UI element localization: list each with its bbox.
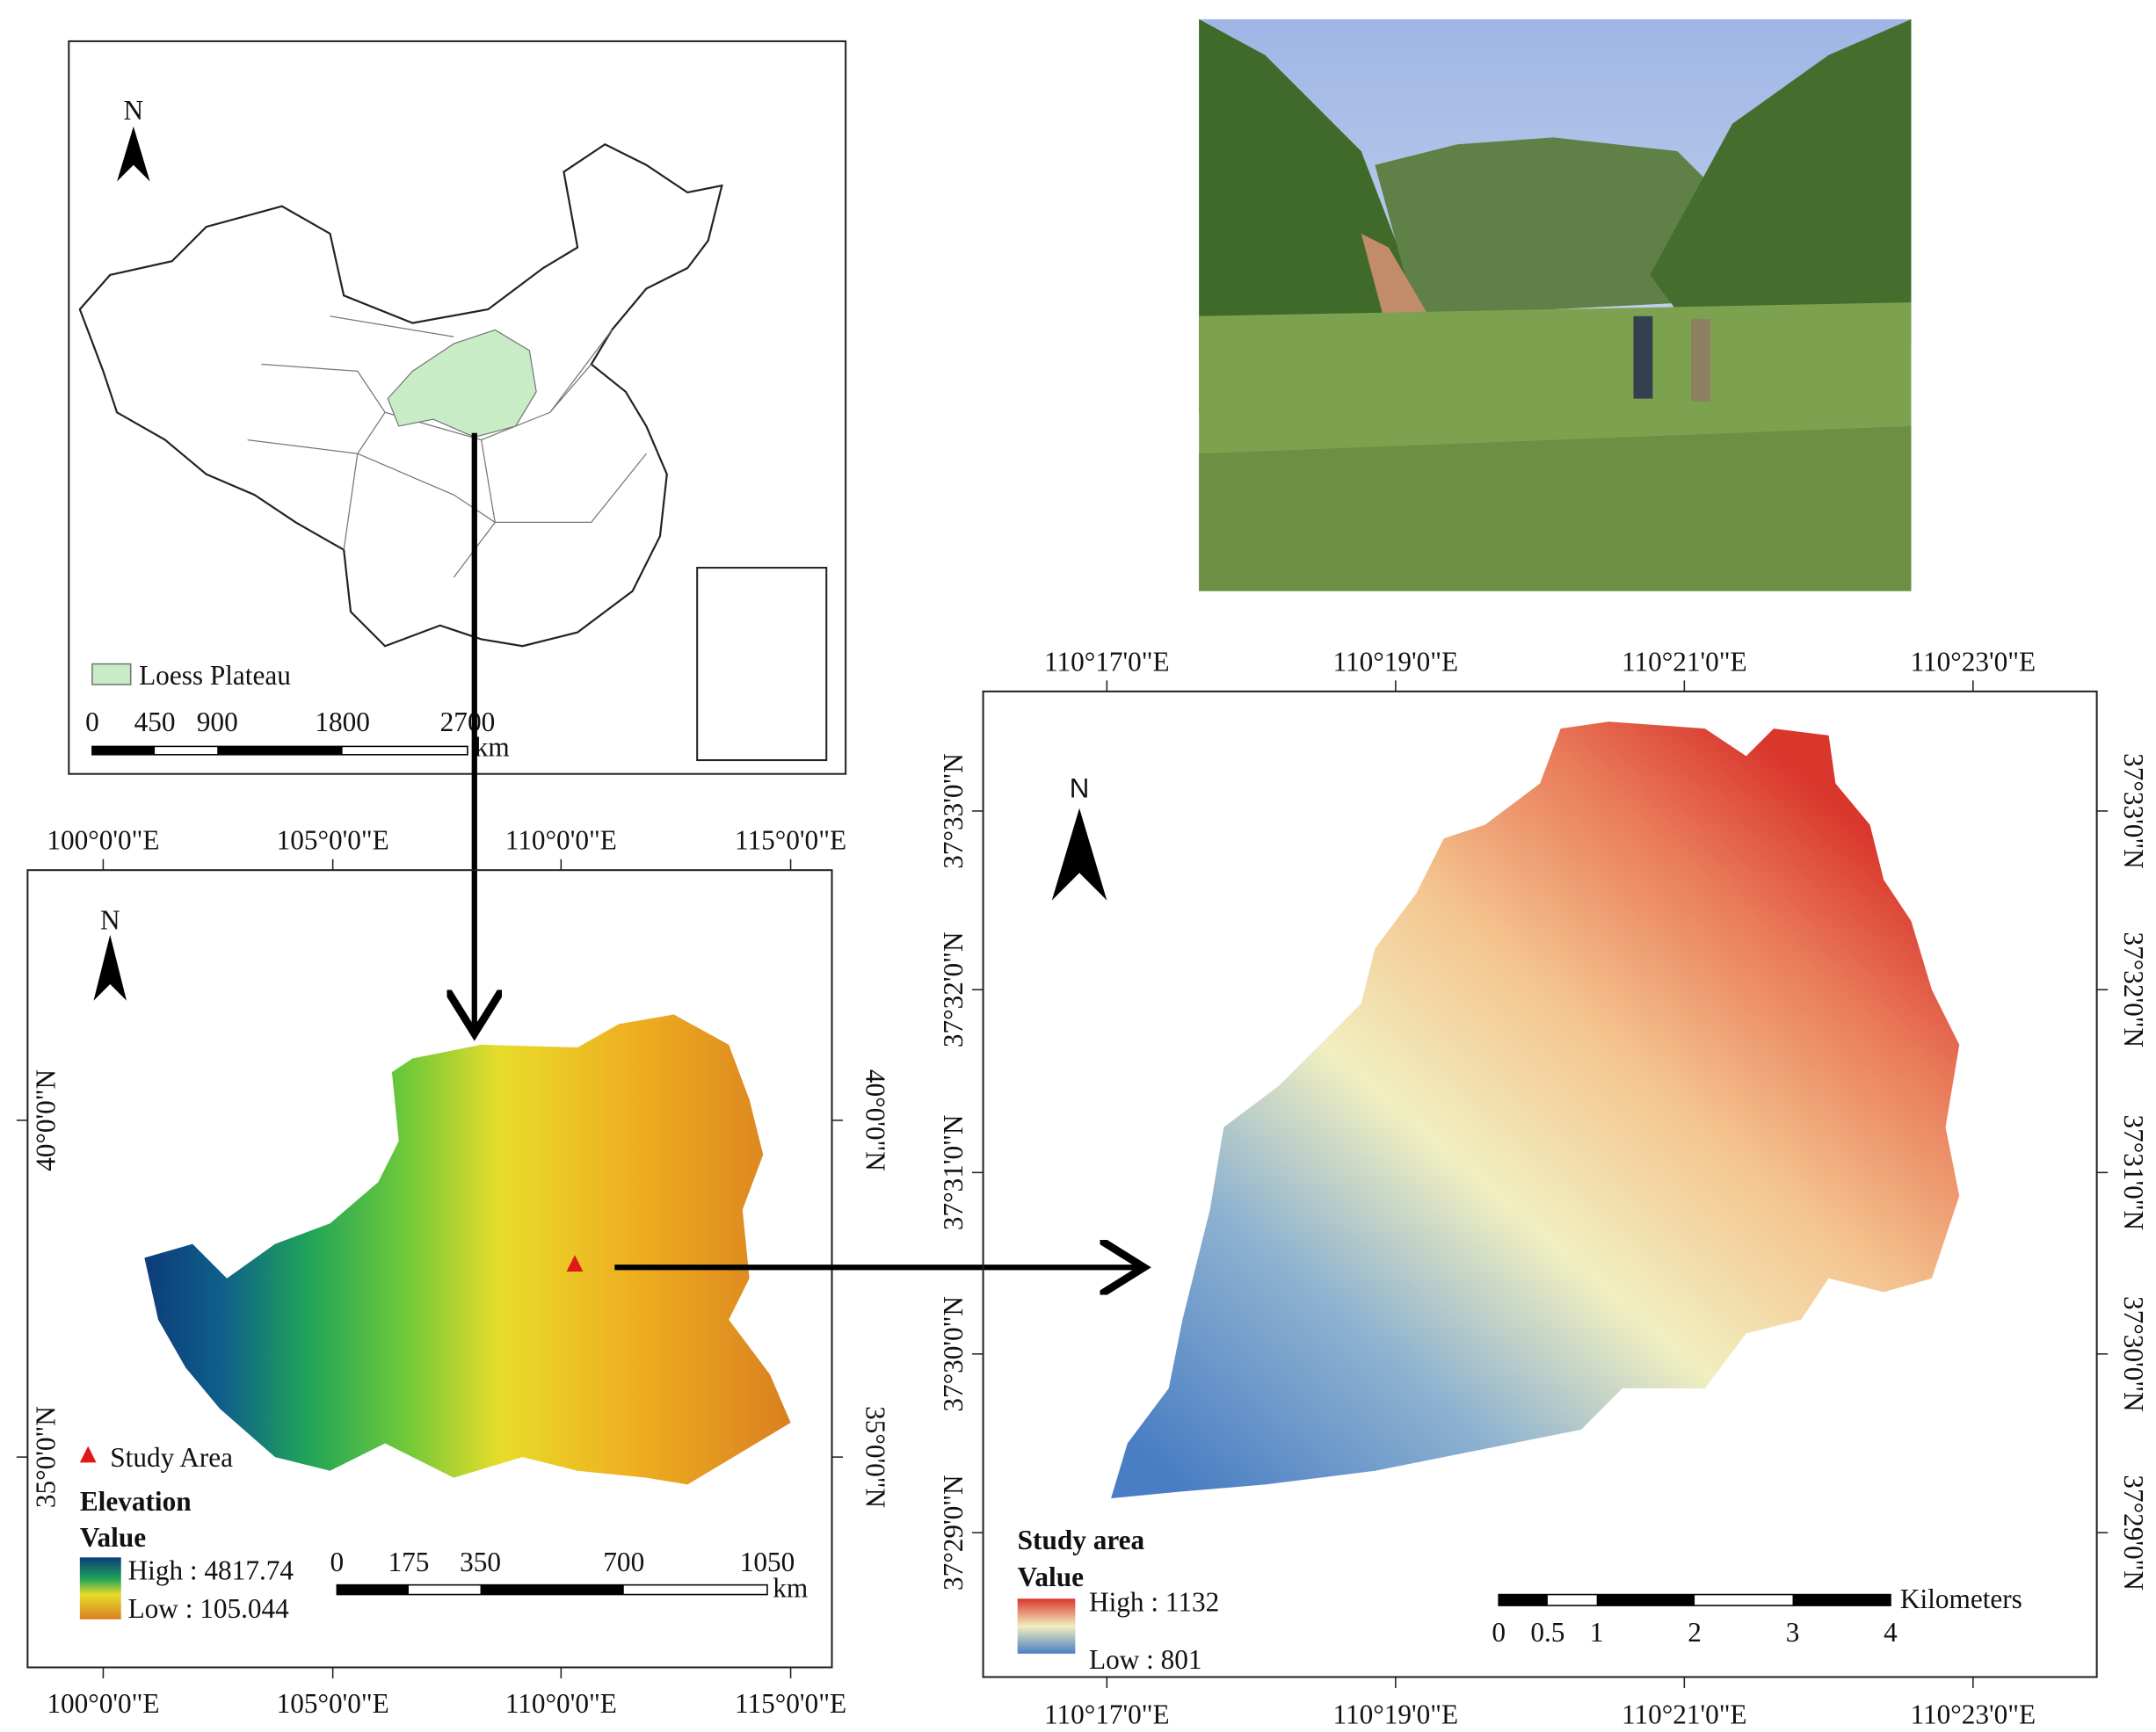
legend-high: High : 1132 <box>1089 1586 1219 1617</box>
scale-label: 0.5 <box>1530 1617 1564 1648</box>
lat-label: 37°32'0"N <box>938 931 969 1047</box>
scale-label: 2700 <box>440 707 496 737</box>
scale-label: 2 <box>1688 1617 1702 1648</box>
lat-label: 37°32'0"N <box>2118 931 2149 1047</box>
lat-label: 37°29'0"N <box>938 1475 969 1591</box>
lat-label: 37°33'0"N <box>938 753 969 869</box>
scale-segment <box>1499 1594 1548 1606</box>
legend-subtitle: Value <box>80 1522 146 1553</box>
study-marker <box>566 1255 584 1272</box>
scale-label: 0 <box>330 1547 345 1577</box>
scale-segment <box>480 1584 624 1595</box>
north-arrow <box>117 126 150 182</box>
lat-label: 37°30'0"N <box>938 1296 969 1412</box>
lon-label: 110°21'0"E <box>1622 1699 1747 1730</box>
lat-label: 35°0'0"N <box>860 1406 891 1508</box>
scale-label: 4 <box>1884 1617 1898 1648</box>
lat-label: 37°31'0"N <box>2118 1115 2149 1231</box>
legend-label: Study Area <box>110 1442 233 1473</box>
legend-low: Low : 105.044 <box>128 1593 290 1624</box>
scale-label: 1050 <box>740 1547 795 1577</box>
scale-label: 1 <box>1590 1617 1604 1648</box>
lat-label: 40°0'0"N <box>31 1069 62 1171</box>
lon-label: 100°0'0"E <box>47 825 159 856</box>
scale-segment <box>1596 1594 1695 1606</box>
north-arrow <box>93 934 127 1001</box>
study-map: N Study area Value High : 1132 Low : 801… <box>982 690 2098 1678</box>
legend-title: Study area <box>1018 1525 1145 1555</box>
legend-subtitle: Value <box>1018 1562 1084 1592</box>
scale-unit: km <box>475 731 510 762</box>
lon-label: 110°23'0"E <box>1911 646 2036 677</box>
legend-title: Elevation <box>80 1486 192 1517</box>
scale-label: 900 <box>197 707 238 737</box>
lat-label: 37°30'0"N <box>2118 1296 2149 1412</box>
scale-label: 0 <box>1492 1617 1506 1648</box>
map-frame <box>68 40 847 775</box>
lon-label: 110°19'0"E <box>1333 1699 1459 1730</box>
scale-segment <box>91 746 156 755</box>
loess-plateau <box>387 329 537 438</box>
scale-segment <box>1792 1594 1891 1606</box>
inset-frame <box>696 567 828 762</box>
legend-swatch <box>91 663 132 685</box>
legend-low: Low : 801 <box>1089 1644 1202 1675</box>
lon-label: 110°0'0"E <box>505 825 617 856</box>
elevation-map: N Study Area Elevation Value High : 4817… <box>26 869 833 1669</box>
north-label: N <box>100 904 120 935</box>
lat-label: 40°0'0"N <box>860 1069 891 1171</box>
scale-label: 3 <box>1786 1617 1800 1648</box>
scale-label: 350 <box>460 1547 501 1577</box>
map-frame <box>982 690 2098 1678</box>
scale-segment <box>337 1584 409 1595</box>
lon-label: 105°0'0"E <box>277 1688 389 1719</box>
scale-unit: Kilometers <box>1900 1583 2022 1614</box>
lat-label: 35°0'0"N <box>31 1406 62 1508</box>
legend-ramp <box>1017 1598 1076 1654</box>
legend-marker <box>79 1446 97 1463</box>
scale-unit: km <box>773 1573 808 1604</box>
lon-label: 100°0'0"E <box>47 1688 159 1719</box>
scale-label: 1800 <box>315 707 370 737</box>
lat-label: 37°29'0"N <box>2118 1475 2149 1591</box>
scale-label: 450 <box>134 707 176 737</box>
lon-label: 105°0'0"E <box>277 825 389 856</box>
legend-high: High : 4817.74 <box>128 1554 294 1585</box>
scale-label: 700 <box>603 1547 644 1577</box>
scale-label: 0 <box>85 707 99 737</box>
lon-label: 110°17'0"E <box>1044 646 1170 677</box>
dem-surface <box>144 1014 791 1485</box>
lon-label: 110°21'0"E <box>1622 646 1747 677</box>
lon-label: 110°17'0"E <box>1044 1699 1170 1730</box>
study-surface <box>1111 721 1960 1499</box>
field-photo <box>1199 18 1912 591</box>
graticule-labels: 100°0'0"E 100°0'0"E 105°0'0"E 105°0'0"E 110°… <box>16 646 2149 1730</box>
north-arrow <box>1051 808 1107 901</box>
north-label: N <box>1070 772 1090 803</box>
legend-label: Loess Plateau <box>139 660 291 691</box>
legend-ramp <box>79 1557 121 1620</box>
north-label: N <box>124 95 144 126</box>
lat-label: 37°33'0"N <box>2118 753 2149 869</box>
lon-label: 110°23'0"E <box>1911 1699 2036 1730</box>
lat-label: 37°31'0"N <box>938 1115 969 1231</box>
lon-label: 115°0'0"E <box>735 1688 846 1719</box>
lon-label: 115°0'0"E <box>735 825 846 856</box>
lon-label: 110°0'0"E <box>505 1688 617 1719</box>
lon-label: 110°19'0"E <box>1333 646 1459 677</box>
scale-segment <box>217 746 343 755</box>
scale-label: 175 <box>388 1547 430 1577</box>
